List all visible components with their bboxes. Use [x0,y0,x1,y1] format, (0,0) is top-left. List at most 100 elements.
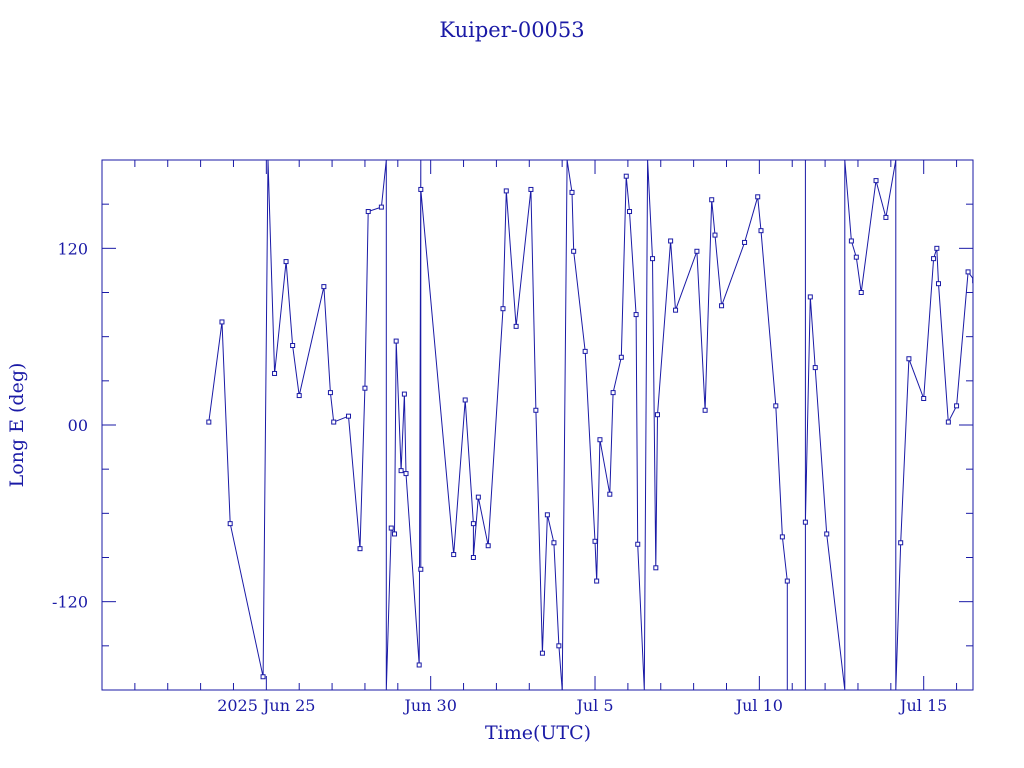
data-point [331,419,337,425]
data-point [393,338,399,344]
y-axis-label: Long E (deg) [6,363,28,488]
data-point [812,365,818,371]
data-point [931,256,937,262]
data-point [807,294,813,300]
data-point [991,326,995,330]
data-point [906,356,912,362]
data-point [403,471,409,477]
data-point [627,209,633,215]
data-point [972,278,973,284]
data-point [206,419,212,425]
data-point [668,238,674,244]
data-point [779,534,785,540]
data-point [673,307,679,313]
data-point [623,173,629,179]
chart-title: Kuiper-00053 [439,18,584,42]
data-point [362,385,368,391]
data-point [934,245,940,251]
y-tick-labels: 120 00 -120 [52,239,88,611]
data-point [935,281,941,287]
data-point [883,214,889,220]
series-line [208,160,973,690]
data-point [290,343,296,348]
data-point [873,178,879,184]
data-point [272,370,278,376]
data-point [694,248,700,254]
data-point [582,348,588,354]
data-point [784,578,790,584]
data-point [945,419,951,425]
data-point [462,397,468,403]
data-point [533,407,539,413]
data-point [954,403,960,409]
data-point [418,566,424,572]
data-point [853,254,859,260]
data-point [773,403,779,409]
data-point [802,519,808,525]
series-group [206,160,1005,690]
data-point [898,540,904,546]
axis-ticks [102,160,973,690]
data-point [451,552,457,558]
y-tick-label: -120 [52,593,88,612]
data-point [388,525,394,531]
data-point [327,390,333,396]
data-point [712,232,718,238]
data-point [365,209,371,215]
data-point [650,256,656,262]
data-point [633,312,639,318]
data-point [965,269,971,275]
data-point [470,521,476,527]
x-tick-labels: 2025 Jun 25 Jun 30 Jul 5 Jul 10 Jul 15 [217,696,947,715]
plot-frame [101,159,974,691]
data-point [1001,258,1005,262]
data-point [321,284,327,290]
data-point [513,323,519,329]
data-point [758,228,764,234]
data-point [296,393,302,399]
data-point [418,186,424,192]
data-point [594,578,600,584]
data-point [635,541,641,547]
x-tick-label: Jul 15 [898,696,947,715]
data-point [485,543,491,549]
data-point [500,306,506,312]
data-point [378,204,384,210]
data-point [858,290,864,295]
data-point [654,412,660,418]
data-point [921,396,927,401]
y-tick-label: 120 [57,239,88,258]
data-point [398,468,404,474]
data-point [569,189,575,195]
data-point [283,259,289,265]
data-point [610,390,616,396]
data-point [592,538,598,544]
data-point [719,303,725,309]
data-point [551,540,557,546]
x-tick-label: Jul 5 [574,696,613,715]
data-point [848,238,854,244]
y-tick-label: 00 [68,416,88,435]
data-point [742,239,748,245]
data-point [475,494,481,500]
data-point [755,194,761,200]
data-point [824,531,830,537]
data-point [709,197,715,203]
data-point [219,319,225,325]
data-point [597,437,603,443]
data-point [556,643,562,649]
data-point [653,565,659,571]
x-tick-label: Jun 30 [402,696,456,715]
data-point [401,391,407,397]
data-point [357,546,363,552]
data-point [981,380,985,384]
data-point [346,413,352,419]
data-point [544,512,550,518]
data-point [702,407,708,413]
data-point [976,346,980,350]
data-point [392,531,398,537]
x-axis-label: Time(UTC) [485,722,591,744]
x-tick-label: 2025 Jun 25 [217,696,315,715]
data-point [227,521,233,527]
